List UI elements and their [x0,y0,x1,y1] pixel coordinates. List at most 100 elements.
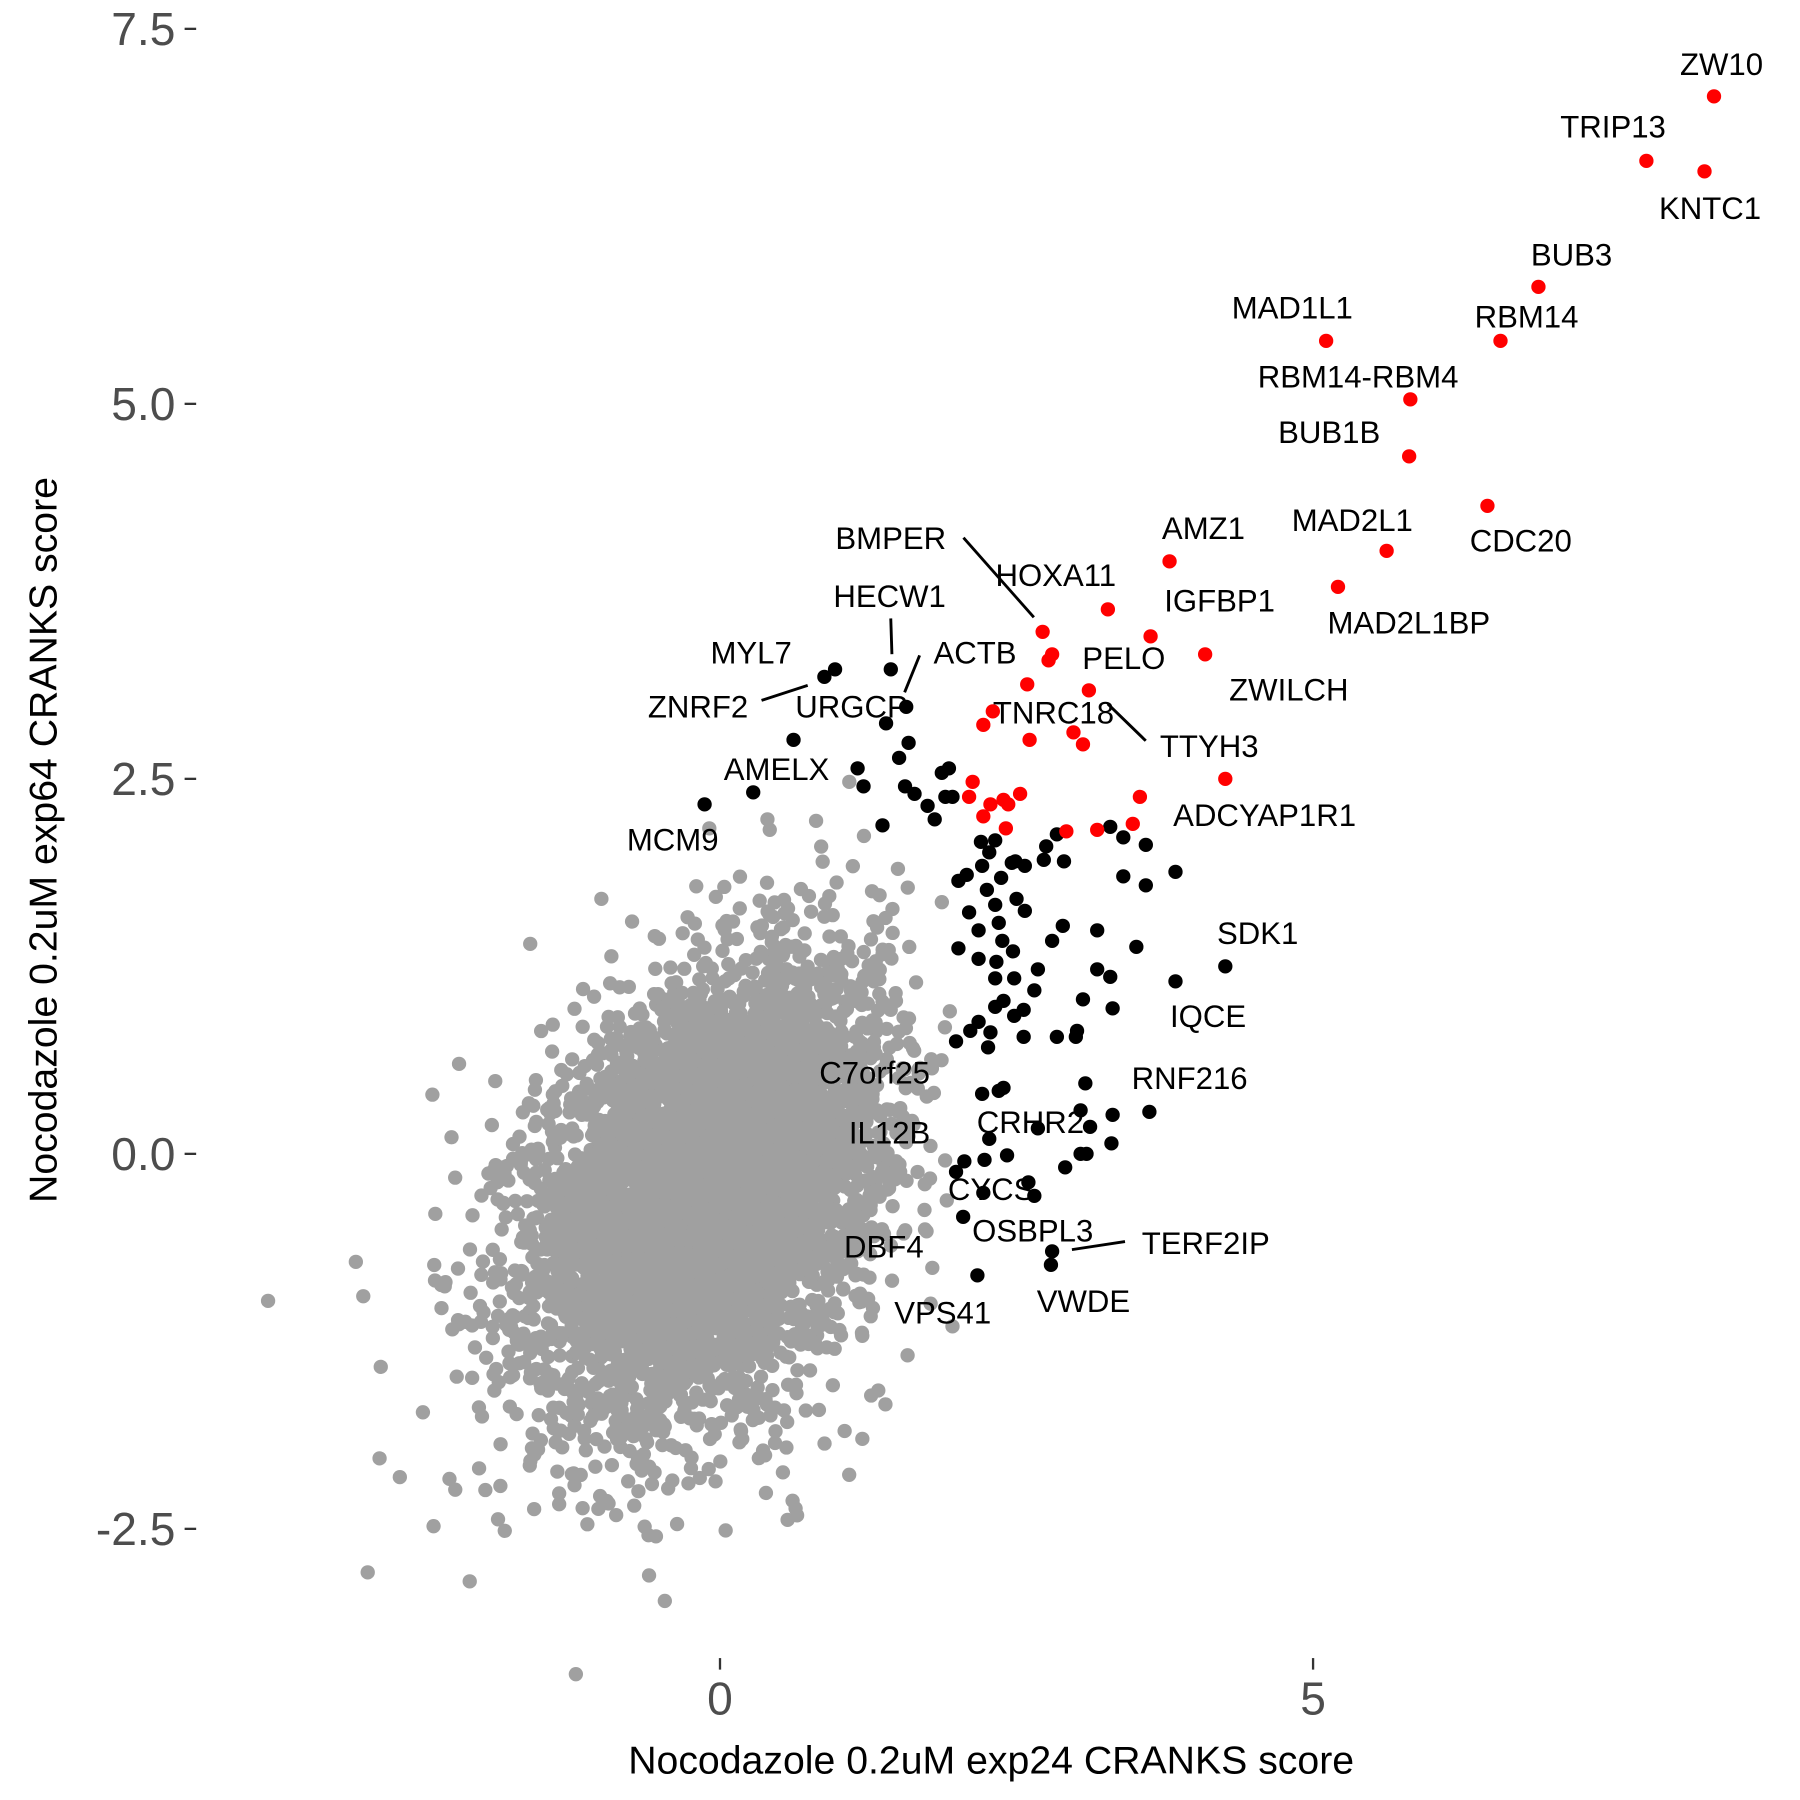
background-point [448,1482,463,1497]
background-point [759,875,775,890]
background-point [910,1164,925,1180]
background-point [555,1440,570,1455]
background-point [501,1344,516,1359]
background-point [843,1140,859,1156]
background-point [604,949,619,964]
background-point [523,1345,538,1361]
background-point [589,1431,604,1447]
background-point [541,1116,556,1132]
background-point [569,1389,584,1405]
background-point [721,957,736,972]
background-point [842,1467,857,1482]
background-point [863,932,879,947]
background-point [863,1247,878,1262]
background-point [602,1389,618,1404]
background-point [644,1476,660,1492]
background-point [488,1073,503,1089]
background-point [618,1068,633,1084]
background-point [697,940,712,955]
background-point [692,1470,707,1486]
background-point [473,1314,489,1329]
background-point [516,1326,531,1341]
background-point [467,1340,483,1355]
background-point [919,1224,934,1239]
background-point [864,1220,879,1235]
background-point [625,1080,640,1095]
background-point [702,1055,718,1070]
background-point [427,1273,443,1288]
x-tick-label: 0 [707,1673,733,1725]
background-point [803,1109,818,1125]
background-point [557,1209,573,1224]
background-point [882,1040,897,1055]
background-point [702,1431,718,1447]
background-point [833,1013,848,1029]
background-point [499,1317,514,1333]
background-point [465,1370,480,1385]
background-point [718,1523,733,1538]
background-point [526,1098,541,1113]
background-point [677,961,692,976]
background-point [797,926,812,941]
background-point [578,1443,593,1458]
background-point [732,869,748,884]
background-point [502,1370,518,1385]
background-point [552,1497,567,1512]
background-point [592,1488,608,1504]
background-point [923,1296,938,1311]
background-point [908,975,924,990]
background-point [567,1001,582,1016]
background-point [703,1394,718,1409]
background-point [845,859,861,874]
background-point [493,1478,508,1494]
background-point [609,1432,625,1447]
background-point [937,1020,953,1035]
background-point [924,1061,940,1076]
background-point [526,1501,542,1517]
background-point [602,976,618,991]
background-point [811,1402,827,1418]
background-point [849,1044,864,1059]
background-point [646,987,662,1002]
background-point [570,1360,586,1376]
axes: -2.50.02.55.07.50 5 [96,3,1326,1725]
background-point [708,889,723,905]
background-point [767,1400,783,1415]
background-point [878,1397,893,1412]
background-point [493,1437,508,1452]
background-point [531,1408,546,1423]
background-point [817,909,832,924]
background-point [526,1312,541,1327]
background-point [510,1206,525,1222]
background-point [565,1052,580,1067]
background-point [654,1002,669,1018]
background-point [822,929,837,944]
background-point [552,1348,567,1363]
background-point [449,1369,464,1384]
background-point [689,879,704,894]
background-point [664,976,679,991]
background-point [471,1461,487,1476]
background-point [829,875,844,890]
background-point [854,1325,870,1340]
background-point [860,996,875,1011]
background-point [839,1001,855,1017]
background-point [591,1501,606,1517]
background-point [878,910,893,926]
background-point [474,1188,489,1203]
background-point [844,1256,859,1271]
background-point [900,1348,915,1363]
background-point [768,1424,783,1439]
background-point [533,1023,549,1039]
background-point [875,942,890,957]
background-point [692,972,707,987]
background-point [609,1030,624,1046]
background-point [434,1300,449,1316]
background-point [868,1046,883,1062]
background-point [746,1402,761,1418]
background-point [588,1459,603,1474]
background-point [704,1417,719,1432]
background-point [502,1355,517,1371]
background-point [850,1244,865,1259]
background-point [715,943,730,958]
